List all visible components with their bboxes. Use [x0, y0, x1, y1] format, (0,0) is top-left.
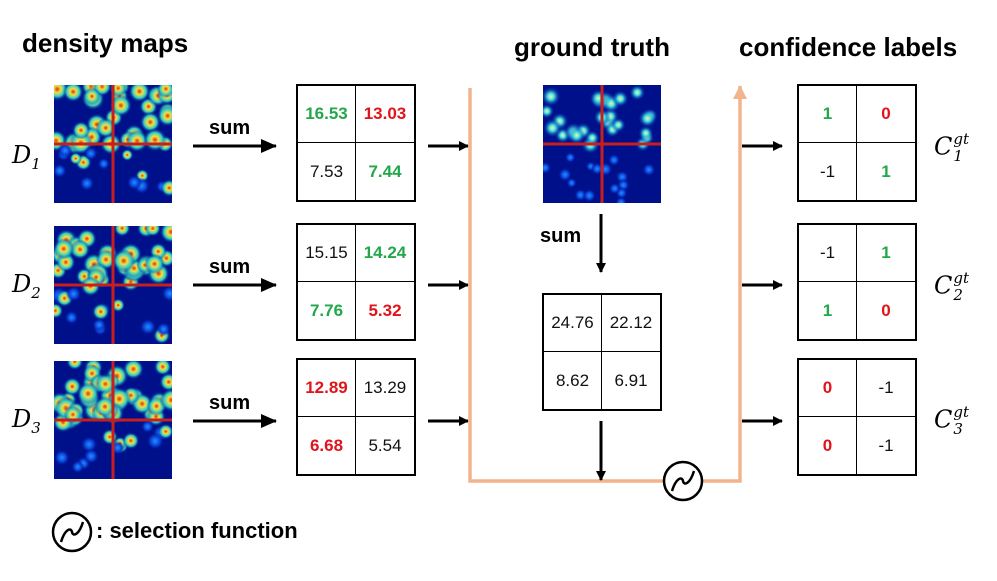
sum-cell: 16.53: [298, 86, 356, 143]
sum-cell: 14.24: [356, 225, 414, 282]
label-grid-3: 0 -1 0 -1: [797, 358, 917, 476]
selection-function-icon: [662, 460, 704, 502]
label-cell: 1: [799, 86, 857, 143]
sum-label-gt: sum: [540, 225, 582, 247]
sum-cell: 7.76: [298, 282, 356, 339]
sum-cell: 22.12: [602, 295, 660, 352]
sum-grid-3: 12.89 13.29 6.68 5.54: [296, 358, 416, 476]
label-grid-2: -1 1 1 0: [797, 223, 917, 341]
sum-cell: 5.32: [368, 300, 402, 320]
density-label-1: D1: [12, 141, 41, 173]
heading-confidence-labels: confidence labels: [739, 32, 958, 62]
ground-truth-map: [543, 85, 661, 203]
sum-cell: 7.53: [298, 143, 356, 200]
density-map-1: [54, 85, 172, 203]
legend-text: : selection function: [96, 518, 298, 543]
heading-ground-truth: ground truth: [514, 32, 670, 62]
flow-line: [468, 88, 664, 483]
sum-cell: 7.44: [368, 161, 402, 181]
sum-grid-1: 16.53 13.03 7.53 7.44: [296, 84, 416, 202]
sum-grid-2: 15.15 14.24 7.76 5.32: [296, 223, 416, 341]
label-cell: 0: [799, 417, 857, 474]
density-map-2: [54, 226, 172, 344]
label-cell: 1: [799, 282, 857, 339]
sum-cell: 13.03: [356, 86, 414, 143]
sum-label-1: sum: [209, 117, 251, 139]
sum-cell: 12.89: [298, 360, 356, 417]
flow-line-up: [702, 85, 747, 483]
label-cell: -1: [857, 360, 915, 417]
ground-truth-grid: 24.76 22.12 8.62 6.91: [542, 293, 662, 411]
label-cell: 0: [799, 360, 857, 417]
density-label-3: D3: [12, 405, 41, 437]
label-cell: -1: [799, 143, 857, 200]
sum-cell: 15.15: [298, 225, 356, 282]
label-cell: 0: [857, 86, 915, 143]
label-cell: -1: [878, 435, 894, 455]
density-map-3: [54, 361, 172, 479]
sum-cell: 24.76: [544, 295, 602, 352]
label-cell: -1: [799, 225, 857, 282]
label-grid-1: 1 0 -1 1: [797, 84, 917, 202]
label-cell: 1: [881, 161, 891, 181]
heading-density-maps: density maps: [22, 28, 189, 58]
sum-cell: 6.91: [614, 370, 648, 390]
sum-cell: 5.54: [368, 435, 402, 455]
density-label-2: D2: [12, 270, 41, 302]
sum-cell: 8.62: [544, 352, 602, 409]
sum-cell: 6.68: [298, 417, 356, 474]
sum-label-3: sum: [209, 392, 251, 414]
label-cell: 0: [881, 300, 891, 320]
legend-selection-function-icon: [51, 511, 93, 553]
sum-cell: 13.29: [356, 360, 414, 417]
sum-label-2: sum: [209, 256, 251, 278]
label-cell: 1: [857, 225, 915, 282]
